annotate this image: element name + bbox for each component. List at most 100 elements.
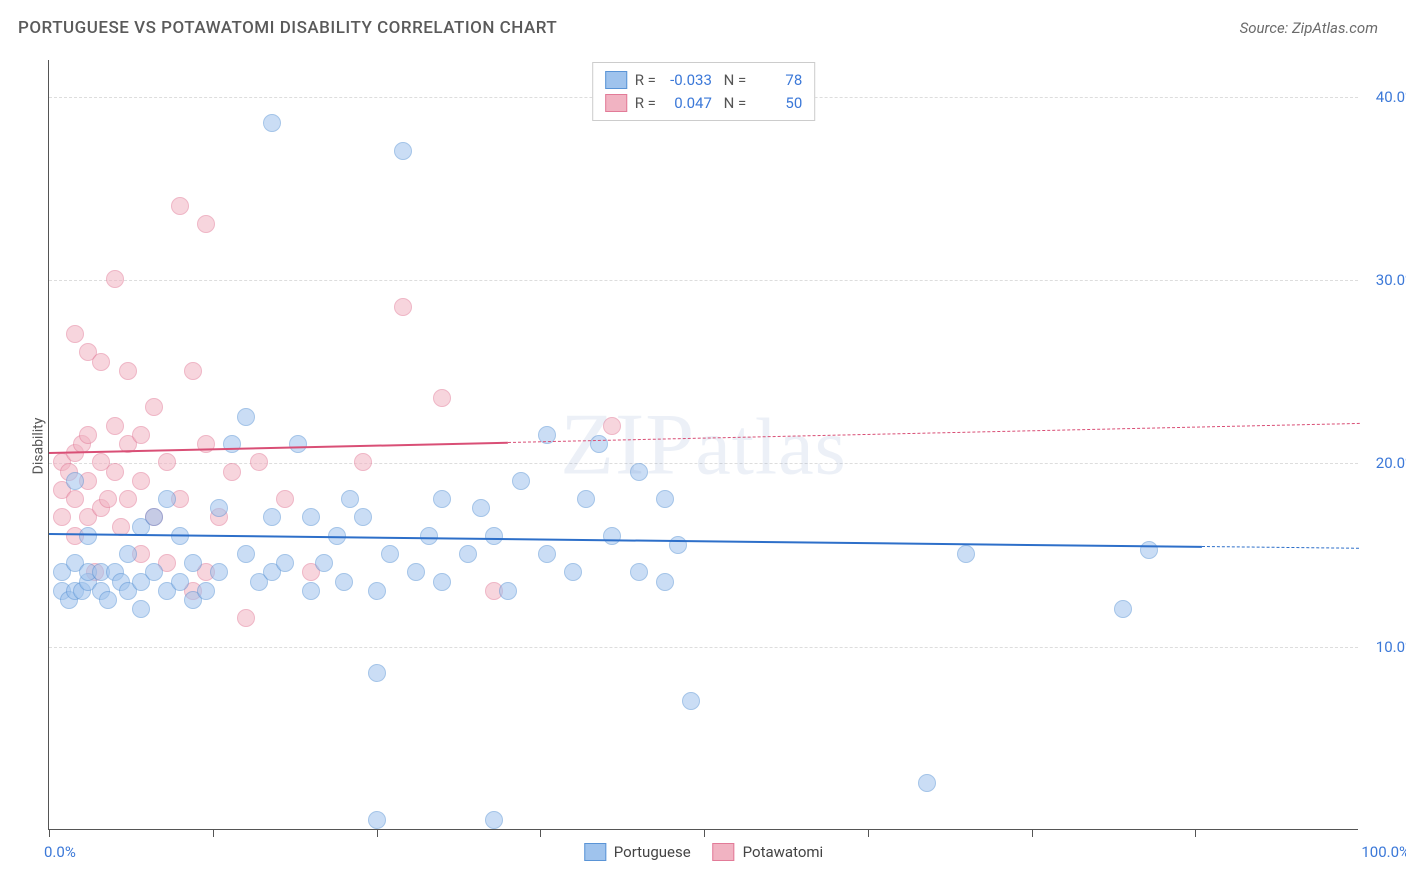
x-tick	[868, 829, 869, 837]
legend-row: R = -0.033 N = 78	[605, 69, 803, 92]
data-point	[184, 362, 202, 380]
data-point	[538, 545, 556, 563]
data-point	[394, 298, 412, 316]
data-point	[302, 508, 320, 526]
y-tick-label: 30.0%	[1376, 271, 1406, 289]
data-point	[289, 435, 307, 453]
swatch-icon	[713, 843, 735, 861]
data-point	[158, 453, 176, 471]
x-tick	[1032, 829, 1033, 837]
legend-item: Potawatomi	[713, 843, 824, 861]
data-point	[99, 490, 117, 508]
y-axis-label: Disability	[30, 418, 46, 475]
trend-line	[49, 533, 1202, 548]
data-point	[79, 527, 97, 545]
data-point	[656, 490, 674, 508]
data-point	[237, 609, 255, 627]
data-point	[250, 453, 268, 471]
data-point	[210, 499, 228, 517]
data-point	[341, 490, 359, 508]
trend-line	[507, 423, 1359, 443]
data-point	[368, 664, 386, 682]
data-point	[145, 563, 163, 581]
data-point	[485, 811, 503, 829]
data-point	[381, 545, 399, 563]
data-point	[407, 563, 425, 581]
chart-title: PORTUGUESE VS POTAWATOMI DISABILITY CORR…	[18, 18, 557, 38]
data-point	[106, 270, 124, 288]
data-point	[119, 545, 137, 563]
data-point	[132, 600, 150, 618]
data-point	[394, 142, 412, 160]
x-axis-min-label: 0.0%	[44, 843, 76, 861]
data-point	[669, 536, 687, 554]
correlation-legend: R = -0.033 N = 78 R = 0.047 N = 50	[592, 62, 816, 121]
x-tick	[1195, 829, 1196, 837]
gridline	[49, 647, 1358, 648]
stat-label: R =	[635, 92, 656, 115]
data-point	[512, 472, 530, 490]
data-point	[66, 325, 84, 343]
data-point	[171, 573, 189, 591]
data-point	[237, 545, 255, 563]
data-point	[354, 453, 372, 471]
data-point	[957, 545, 975, 563]
swatch-icon	[584, 843, 606, 861]
data-point	[106, 417, 124, 435]
series-name: Potawatomi	[743, 843, 824, 861]
series-name: Portuguese	[614, 843, 691, 861]
data-point	[682, 692, 700, 710]
legend-item: Portuguese	[584, 843, 691, 861]
y-tick-label: 10.0%	[1376, 638, 1406, 656]
data-point	[459, 545, 477, 563]
data-point	[656, 573, 674, 591]
legend-row: R = 0.047 N = 50	[605, 92, 803, 115]
data-point	[335, 573, 353, 591]
data-point	[184, 554, 202, 572]
data-point	[106, 463, 124, 481]
x-axis-max-label: 100.0%	[1361, 843, 1406, 861]
y-tick-label: 40.0%	[1376, 88, 1406, 106]
data-point	[433, 490, 451, 508]
data-point	[603, 527, 621, 545]
data-point	[630, 563, 648, 581]
data-point	[119, 490, 137, 508]
series-legend: Portuguese Potawatomi	[584, 843, 823, 861]
data-point	[276, 490, 294, 508]
data-point	[420, 527, 438, 545]
gridline	[49, 280, 1358, 281]
data-point	[223, 435, 241, 453]
data-point	[603, 417, 621, 435]
data-point	[263, 508, 281, 526]
data-point	[918, 774, 936, 792]
scatter-chart: ZIPatlas R = -0.033 N = 78 R = 0.047 N =…	[48, 60, 1358, 830]
data-point	[472, 499, 490, 517]
stat-label: R =	[635, 69, 656, 92]
data-point	[276, 554, 294, 572]
n-value: 78	[754, 69, 802, 92]
data-point	[433, 573, 451, 591]
data-point	[577, 490, 595, 508]
data-point	[590, 435, 608, 453]
data-point	[302, 582, 320, 600]
data-point	[119, 362, 137, 380]
data-point	[1140, 541, 1158, 559]
stat-label: N =	[720, 69, 746, 92]
x-tick	[377, 829, 378, 837]
data-point	[197, 215, 215, 233]
x-tick	[213, 829, 214, 837]
x-tick	[49, 829, 50, 837]
data-point	[499, 582, 517, 600]
x-tick	[704, 829, 705, 837]
swatch-icon	[605, 94, 627, 112]
data-point	[354, 508, 372, 526]
x-tick	[540, 829, 541, 837]
n-value: 50	[754, 92, 802, 115]
r-value: -0.033	[664, 69, 712, 92]
data-point	[171, 197, 189, 215]
data-point	[66, 472, 84, 490]
data-point	[210, 563, 228, 581]
data-point	[158, 490, 176, 508]
data-point	[315, 554, 333, 572]
data-point	[263, 114, 281, 132]
